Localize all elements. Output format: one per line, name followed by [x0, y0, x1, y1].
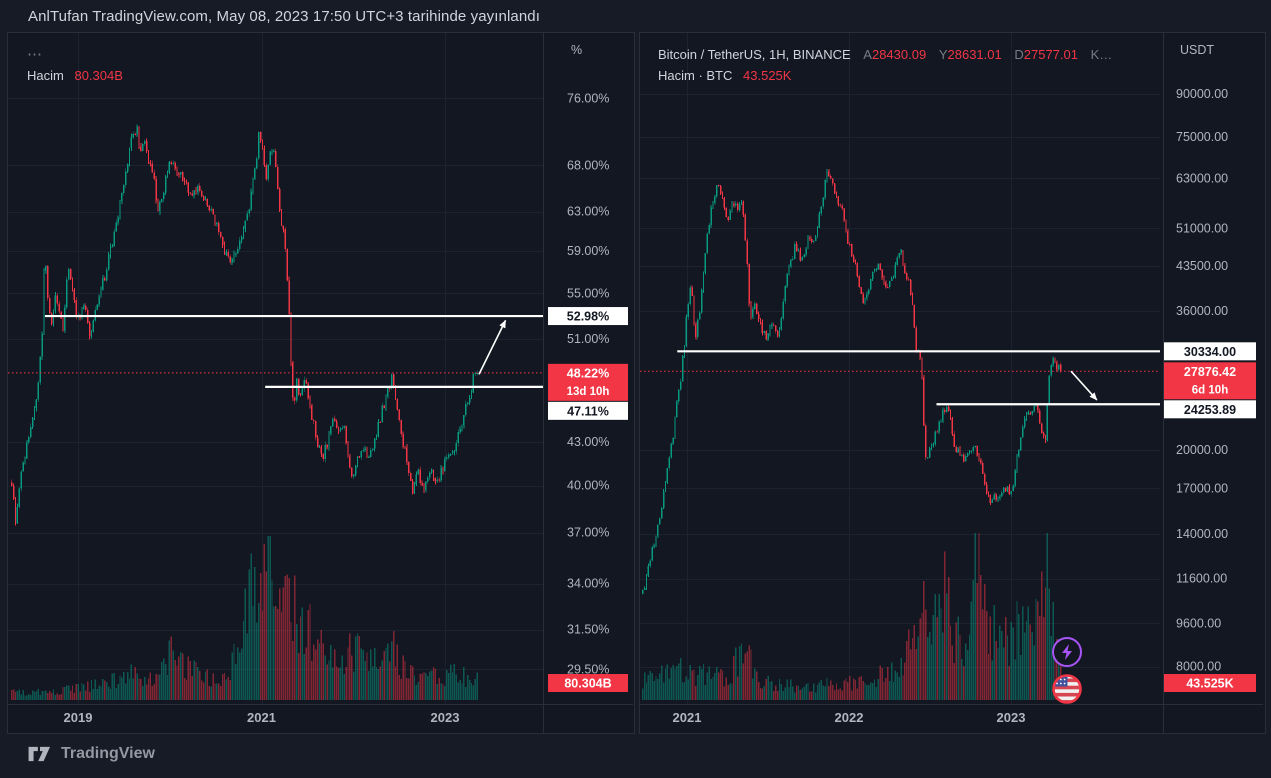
svg-text:80.304B: 80.304B — [564, 677, 611, 691]
tradingview-brand-text: TradingView — [61, 745, 155, 762]
svg-text:43.00%: 43.00% — [567, 435, 609, 449]
svg-text:31.50%: 31.50% — [567, 623, 609, 637]
legend-menu-icon[interactable]: ⋯ — [27, 46, 44, 63]
level-price-label — [548, 401, 628, 420]
grid-lines — [640, 33, 1160, 704]
low-value: 27577.01 — [1023, 47, 1078, 62]
btc-usdt-chart: USDT 90000.00 75000.00 63000.00 51000.00 4350… — [640, 33, 1263, 733]
trend-arrow[interactable] — [478, 319, 507, 375]
svg-text:17000.00: 17000.00 — [1176, 481, 1228, 495]
svg-text:63.00%: 63.00% — [567, 205, 609, 219]
svg-text:40.00%: 40.00% — [567, 479, 609, 493]
trend-arrow[interactable] — [1070, 370, 1098, 401]
last-price-label — [548, 363, 628, 401]
svg-text:52.98%: 52.98% — [567, 310, 609, 324]
price-axis[interactable]: USDT 90000.00 75000.00 63000.00 51000.00 4350… — [1163, 33, 1257, 733]
volume-value-label — [548, 674, 628, 692]
svg-text:47.11%: 47.11% — [567, 404, 609, 418]
svg-text:6d 10h: 6d 10h — [1192, 384, 1228, 396]
svg-text:51.00%: 51.00% — [567, 332, 609, 346]
svg-text:24253.89: 24253.89 — [1184, 403, 1236, 417]
price-axis[interactable]: % 76.00% 68.00% 63.00% 59.00% 55.00% 51.00% 43.… — [543, 33, 629, 733]
volume-label: Hacim — [27, 68, 64, 83]
btcusdt-legend: Bitcoin / TetherUS, 1H, BINANCE A28430.0… — [658, 44, 1112, 86]
dominance-legend: ⋯ Hacim 80.304B — [27, 44, 123, 86]
svg-text:14000.00: 14000.00 — [1176, 527, 1228, 541]
svg-text:76.00%: 76.00% — [567, 91, 609, 105]
svg-text:48.22%: 48.22% — [567, 366, 609, 380]
volume-value-label — [1164, 674, 1256, 692]
svg-text:2019: 2019 — [64, 710, 93, 725]
svg-text:37.00%: 37.00% — [567, 526, 609, 540]
svg-text:55.00%: 55.00% — [567, 286, 609, 300]
svg-text:43500.00: 43500.00 — [1176, 259, 1228, 273]
svg-text:59.00%: 59.00% — [567, 244, 609, 258]
lightning-icon[interactable] — [1052, 637, 1082, 667]
svg-text:36000.00: 36000.00 — [1176, 304, 1228, 318]
volume-bars — [11, 536, 478, 700]
level-price-label — [548, 307, 628, 326]
chart-pan-area[interactable] — [8, 33, 543, 704]
low-label: D — [1014, 47, 1024, 62]
svg-text:2023: 2023 — [997, 710, 1026, 725]
svg-text:8000.00: 8000.00 — [1176, 660, 1221, 674]
dominance-chart-panel — [7, 32, 635, 734]
svg-text:13d 10h: 13d 10h — [567, 386, 610, 398]
tradingview-attribution[interactable]: TradingView — [27, 744, 155, 764]
chart-pan-area[interactable] — [640, 33, 1160, 704]
close-label: K… — [1090, 47, 1113, 62]
candles — [642, 169, 1062, 595]
svg-text:27876.42: 27876.42 — [1184, 365, 1236, 379]
svg-text:29.50%: 29.50% — [567, 662, 609, 676]
symbol-title[interactable]: Bitcoin / TetherUS, 1H, BINANCE — [658, 47, 851, 62]
svg-text:2021: 2021 — [673, 710, 702, 725]
svg-text:68.00%: 68.00% — [567, 158, 609, 172]
volume-bars — [642, 533, 1062, 700]
tradingview-logo-icon — [28, 746, 50, 762]
svg-text:9600.00: 9600.00 — [1176, 616, 1221, 630]
svg-text:34.00%: 34.00% — [567, 577, 609, 591]
svg-text:63000.00: 63000.00 — [1176, 171, 1228, 185]
volume-value: 43.525K — [743, 68, 792, 83]
volume-label: Hacim · BTC — [658, 68, 733, 83]
volume-value: 80.304B — [74, 68, 123, 83]
high-label: Y — [938, 47, 948, 62]
svg-text:%: % — [571, 43, 582, 57]
level-price-label — [1164, 342, 1256, 361]
svg-text:2023: 2023 — [431, 710, 460, 725]
svg-text:43.525K: 43.525K — [1186, 677, 1233, 691]
open-label: A — [863, 47, 872, 62]
svg-text:30334.00: 30334.00 — [1184, 345, 1236, 359]
us-flag-icon[interactable] — [1052, 674, 1082, 704]
time-axis[interactable]: 2019 2021 2023 — [8, 704, 633, 726]
svg-text:USDT: USDT — [1180, 43, 1214, 57]
publish-banner-text: AnlTufan TradingView.com, May 08, 2023 1… — [28, 8, 540, 25]
svg-text:11600.00: 11600.00 — [1176, 572, 1227, 586]
svg-text:2021: 2021 — [247, 710, 276, 725]
time-axis[interactable]: 2021 2022 2023 — [640, 704, 1263, 726]
svg-text:2022: 2022 — [835, 710, 864, 725]
svg-text:75000.00: 75000.00 — [1176, 130, 1228, 144]
last-price-label — [1164, 362, 1256, 400]
btc-dominance-chart: % 76.00% 68.00% 63.00% 59.00% 55.00% 51.00% 43.… — [8, 33, 633, 733]
high-value: 28631.01 — [947, 47, 1002, 62]
open-value: 28430.09 — [871, 47, 927, 62]
svg-text:51000.00: 51000.00 — [1176, 221, 1228, 235]
level-price-label — [1164, 400, 1256, 419]
btcusdt-chart-panel — [639, 32, 1266, 734]
svg-text:90000.00: 90000.00 — [1176, 87, 1228, 101]
svg-text:20000.00: 20000.00 — [1176, 443, 1228, 457]
